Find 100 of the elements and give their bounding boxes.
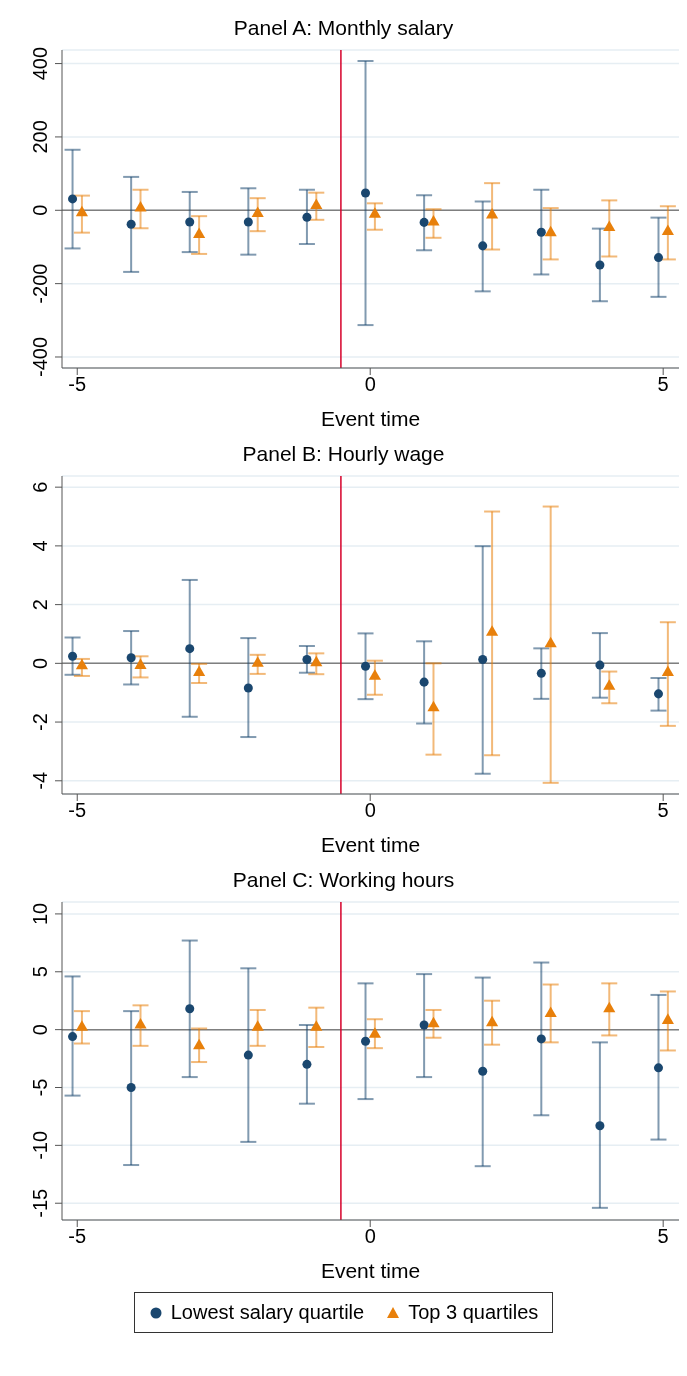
x-axis-title: Event time — [320, 1259, 421, 1282]
point — [653, 1063, 664, 1073]
point — [661, 665, 674, 676]
x-tick-label: -5 — [68, 373, 87, 396]
x-tick-label: 5 — [657, 1225, 669, 1248]
point — [603, 220, 616, 232]
point — [126, 653, 136, 663]
point — [68, 651, 78, 661]
point — [361, 1036, 371, 1046]
y-tick-label: -4 — [29, 771, 51, 790]
x-tick-label: 0 — [364, 799, 376, 822]
point — [486, 1015, 499, 1027]
point — [361, 188, 371, 198]
y-tick-label: 4 — [29, 540, 51, 552]
point — [126, 1082, 136, 1093]
y-tick-label: 6 — [29, 481, 51, 493]
point — [595, 1121, 605, 1131]
point — [486, 625, 499, 636]
point — [427, 1016, 440, 1028]
point — [243, 1050, 253, 1060]
point — [243, 217, 253, 227]
x-tick-label: 5 — [657, 373, 669, 396]
point — [544, 1006, 557, 1017]
point — [419, 1020, 429, 1030]
y-tick-label: 200 — [29, 120, 51, 154]
y-tick-label: -15 — [29, 1188, 51, 1218]
y-tick-label: -5 — [29, 1078, 51, 1097]
x-tick-label: 5 — [657, 799, 669, 822]
point — [486, 208, 499, 219]
chart-title: Panel B: Hourly wage — [241, 441, 446, 467]
point — [302, 1059, 312, 1069]
point — [193, 1038, 206, 1050]
point — [243, 683, 253, 693]
point — [536, 227, 546, 237]
legend-label: Top 3 quartiles — [408, 1301, 539, 1324]
legend-label: Lowest salary quartile — [170, 1301, 365, 1324]
x-tick-label: 0 — [364, 373, 376, 396]
chart-title: Panel C: Working hours — [231, 867, 456, 893]
y-tick-label: -200 — [29, 263, 51, 304]
x-tick-label: -5 — [68, 799, 87, 822]
point — [427, 215, 440, 226]
point — [75, 1020, 88, 1031]
point — [310, 198, 323, 210]
point — [68, 194, 78, 204]
point — [536, 668, 546, 678]
point — [68, 1032, 78, 1042]
point — [368, 1027, 381, 1038]
y-tick-label: -2 — [29, 713, 51, 731]
point — [310, 1020, 323, 1031]
point — [134, 1017, 147, 1029]
point — [302, 655, 312, 665]
y-tick-label: 2 — [29, 599, 51, 611]
x-axis-title: Event time — [320, 833, 421, 856]
x-axis-title: Event time — [320, 407, 421, 430]
point — [185, 644, 195, 654]
point — [134, 201, 147, 212]
y-tick-label: 400 — [29, 46, 51, 81]
point — [368, 207, 381, 218]
point — [368, 669, 381, 680]
point — [193, 227, 206, 238]
point — [544, 225, 557, 237]
point — [427, 700, 440, 712]
y-tick-label: 10 — [29, 902, 51, 926]
point — [126, 219, 136, 229]
y-tick-label: 5 — [29, 966, 51, 978]
y-tick-label: 0 — [29, 204, 51, 216]
point — [75, 205, 88, 217]
point — [310, 655, 323, 667]
point — [478, 655, 488, 665]
chart-title: Panel A: Monthly salary — [232, 15, 455, 41]
point — [544, 636, 557, 648]
point — [603, 679, 616, 690]
point — [361, 661, 371, 671]
point — [419, 217, 429, 227]
y-tick-label: 0 — [29, 657, 51, 669]
x-tick-label: -5 — [68, 1225, 87, 1248]
point — [251, 656, 264, 667]
point — [478, 1066, 488, 1076]
point — [75, 658, 88, 670]
point — [302, 212, 312, 222]
point — [134, 658, 147, 669]
x-tick-label: 0 — [364, 1225, 376, 1248]
point — [419, 677, 429, 687]
y-tick-label: 0 — [29, 1024, 51, 1036]
point — [536, 1034, 546, 1044]
point — [185, 1004, 195, 1014]
point — [595, 660, 605, 670]
point — [478, 241, 488, 251]
point — [595, 260, 605, 270]
point — [653, 253, 664, 263]
point — [185, 217, 195, 227]
point — [251, 206, 264, 218]
point — [251, 1020, 264, 1031]
y-tick-label: -400 — [29, 336, 51, 378]
point — [661, 224, 674, 236]
point — [603, 1001, 616, 1013]
point — [653, 689, 664, 699]
y-tick-label: -10 — [29, 1130, 51, 1160]
point — [661, 1013, 674, 1024]
point — [193, 665, 206, 676]
